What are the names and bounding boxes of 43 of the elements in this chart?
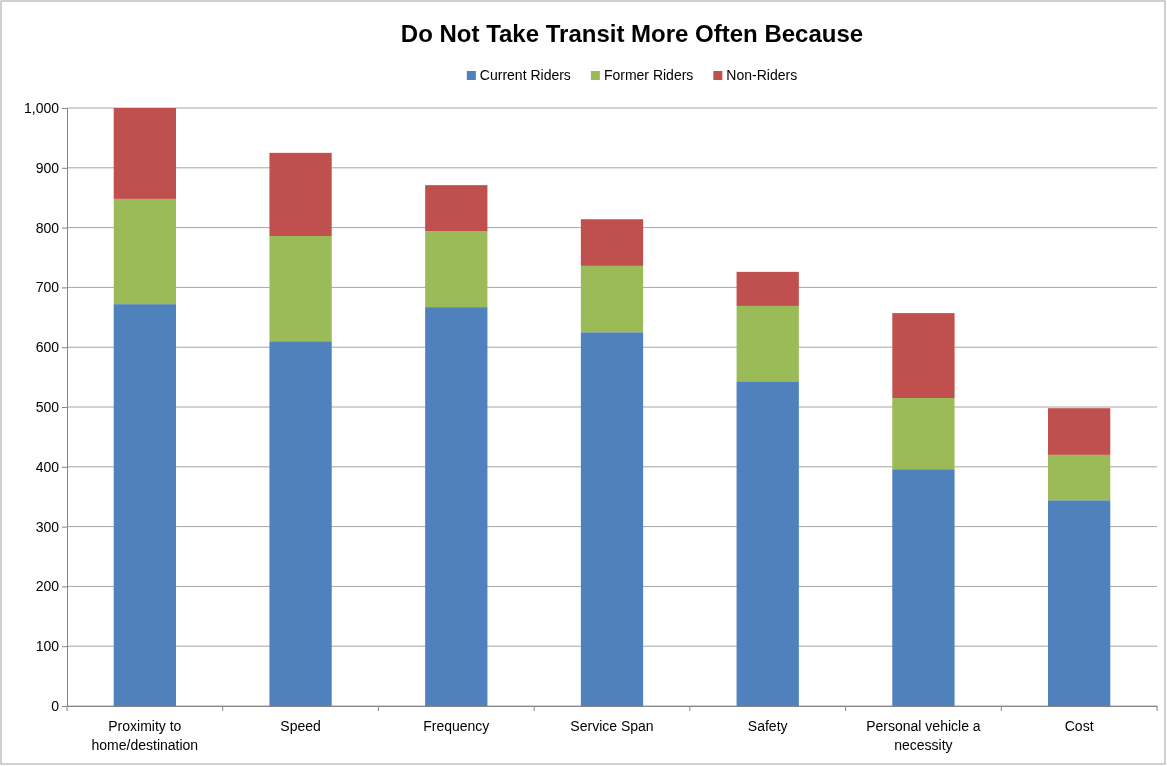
- y-tick-label: 0: [51, 697, 60, 714]
- x-tick-label: Personal vehicle a necessity: [866, 718, 981, 753]
- legend-label: Current Riders: [479, 67, 571, 83]
- y-tick-label: 700: [35, 279, 60, 296]
- bar: [113, 198, 176, 305]
- bar: [425, 185, 488, 232]
- bar: [1048, 454, 1111, 501]
- bar: [580, 332, 644, 706]
- x-tick-label: Speed: [280, 718, 321, 734]
- x-tick-label: Frequency: [423, 718, 490, 734]
- x-tick-label: Safety: [747, 718, 788, 734]
- y-tick-label: 300: [35, 518, 60, 535]
- legend-label: Former Riders: [603, 67, 694, 83]
- chart-title: Do Not Take Transit More Often Because: [400, 20, 864, 47]
- x-tick-label: Service Span: [570, 718, 654, 734]
- y-tick-label: 400: [35, 458, 60, 475]
- y-tick-label: 800: [35, 219, 60, 236]
- bar: [580, 265, 644, 333]
- x-tick-label: Cost: [1064, 718, 1094, 734]
- bar: [269, 152, 332, 236]
- y-tick-label: 200: [35, 578, 60, 595]
- legend-label: Non-Riders: [726, 67, 798, 83]
- y-tick-label: 600: [35, 339, 60, 356]
- bar: [892, 469, 955, 706]
- x-tick-label: Proximity to home/destination: [91, 718, 199, 753]
- y-tick-label: 100: [35, 638, 60, 655]
- bar: [1048, 408, 1111, 455]
- bar: [113, 304, 176, 706]
- bar: [736, 381, 799, 706]
- bar: [113, 108, 176, 199]
- bar: [269, 235, 332, 342]
- y-tick-label: 900: [35, 159, 60, 176]
- bar: [580, 219, 644, 266]
- bar: [269, 341, 332, 706]
- y-tick-label: 500: [35, 398, 60, 415]
- bar: [892, 398, 955, 470]
- bar: [736, 271, 799, 306]
- bar: [892, 313, 955, 399]
- bar: [736, 305, 799, 382]
- y-tick-label: 1,000: [23, 99, 60, 116]
- bar: [1048, 500, 1111, 706]
- bar: [425, 307, 488, 706]
- bar: [425, 231, 488, 308]
